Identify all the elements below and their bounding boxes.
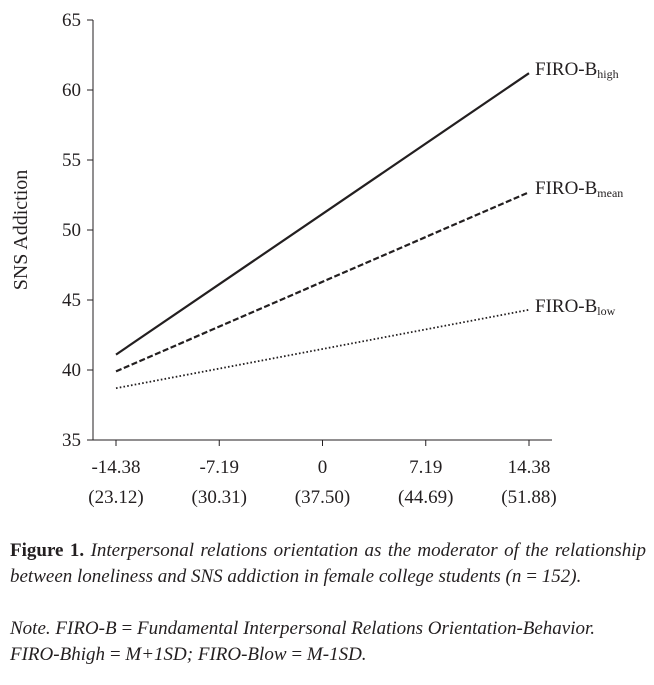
x-tick-sublabel: (51.88) <box>501 487 556 508</box>
series-label-low: FIRO-Blow <box>535 296 616 318</box>
series-label-mean: FIRO-Bmean <box>535 178 623 200</box>
series-label-subscript: low <box>597 304 615 318</box>
x-tick-sublabel: (30.31) <box>192 487 247 508</box>
y-tick-label: 35 <box>62 430 81 451</box>
y-tick-label: 40 <box>62 360 81 381</box>
x-tick-label: 7.19 <box>409 457 442 478</box>
chart-axes <box>92 20 552 441</box>
x-tick-sublabel: (23.12) <box>88 487 143 508</box>
y-tick-label: 65 <box>62 10 81 31</box>
series-line-high <box>115 72 530 356</box>
y-tick-label: 45 <box>62 290 81 311</box>
series-line-low <box>115 308 530 390</box>
line-chart: 35 40 45 50 55 60 65 -14.38 (23.12) -7.19 (30.31) 0… <box>10 10 623 508</box>
chart-ticks: 35 40 45 50 55 60 65 -14.38 (23.12) -7.19 (30.31) 0… <box>62 10 557 508</box>
figure-caption-text: Interpersonal relations orientation as t… <box>10 540 647 587</box>
series-label-name: FIRO-B <box>535 59 597 80</box>
series-label-subscript: mean <box>597 186 623 200</box>
x-tick-label: -14.38 <box>91 457 140 478</box>
x-tick-sublabel: (37.50) <box>295 487 350 508</box>
x-tick-label: 0 <box>318 457 328 478</box>
y-tick-label: 50 <box>62 220 81 241</box>
series-label-name: FIRO-B <box>535 178 597 199</box>
figure-label: Figure 1. <box>10 540 85 561</box>
y-axis-label: SNS Addiction <box>10 170 32 291</box>
y-tick-label: 60 <box>62 80 81 101</box>
x-tick-sublabel: (44.69) <box>398 487 453 508</box>
figure-note: Note. FIRO-B = Fundamental Interpersonal… <box>10 618 596 665</box>
x-tick-label: 14.38 <box>508 457 551 478</box>
series-line-mean <box>115 191 530 373</box>
figure-caption: Figure 1. Interpersonal relations orient… <box>10 538 646 590</box>
series-label-subscript: high <box>597 67 618 81</box>
x-tick-label: -7.19 <box>199 457 239 478</box>
series-label-name: FIRO-B <box>535 296 597 317</box>
series-label-high: FIRO-Bhigh <box>535 59 619 81</box>
y-tick-label: 55 <box>62 150 81 171</box>
